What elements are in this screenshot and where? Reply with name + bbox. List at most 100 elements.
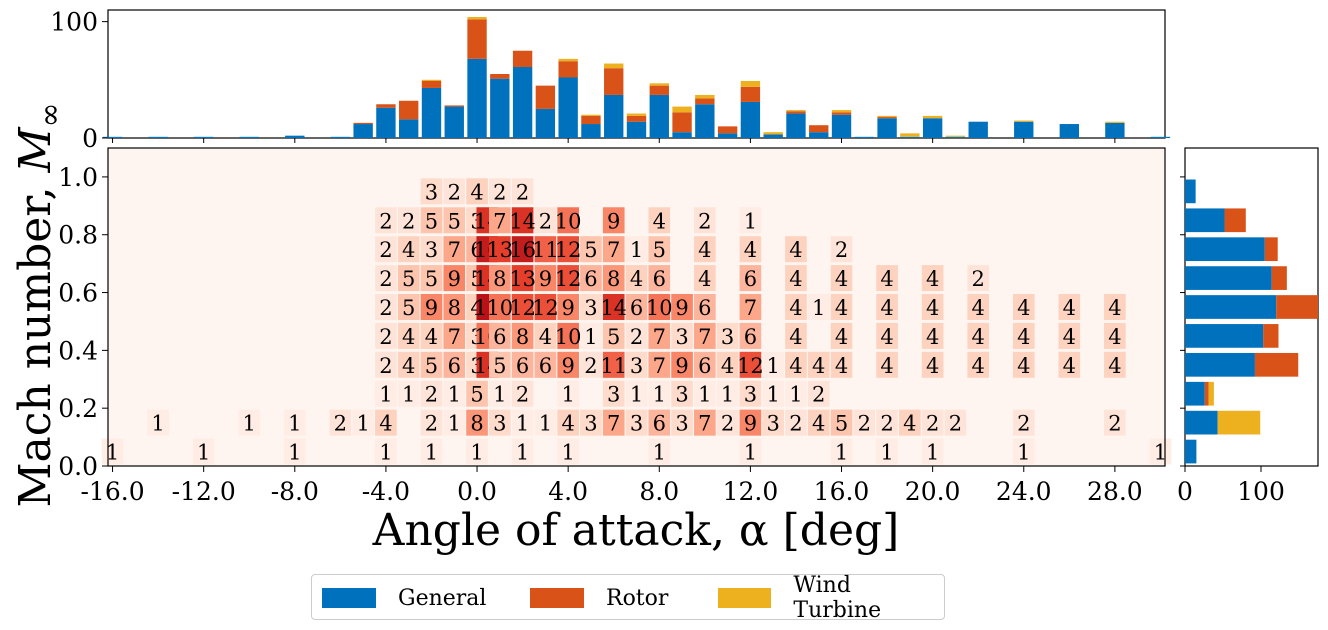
heatmap-cell-label: 6 <box>653 267 666 291</box>
heatmap-cell <box>899 409 921 436</box>
heatmap-cell <box>921 351 944 378</box>
heatmap-cell <box>785 380 807 407</box>
heatmap-cell <box>1012 293 1035 321</box>
top-bar-wind-turbine <box>604 63 624 69</box>
heatmap-cell <box>511 438 534 465</box>
right-histogram: 0 100 <box>1177 147 1319 506</box>
heatmap-cell-label: 4 <box>1017 325 1030 349</box>
heatmap-cell-label: 6 <box>698 354 711 378</box>
heatmap-cell <box>648 322 671 349</box>
heatmap-cell-label: 9 <box>561 296 574 320</box>
heatmap-plot: 1 1 1 1 1 1 1 1 1 1 1 1 1 1 11 1 1 2 1 4 2 1 8 3 1 1 4 3 7 3 6 3 7 2 9 3 2 4 5… <box>58 147 1172 506</box>
heatmap-cell <box>420 380 443 407</box>
top-y-tick-label: 0 <box>82 124 98 153</box>
heatmap-cell <box>397 236 420 263</box>
heatmap-cell-label: 9 <box>744 412 757 436</box>
top-bar-general <box>421 87 442 138</box>
x-tick-label: 16.0 <box>814 477 870 506</box>
heatmap-cell <box>420 265 443 292</box>
legend-label-rotor: Rotor <box>606 585 669 611</box>
heatmap-cell-label: 5 <box>425 354 438 378</box>
heatmap-cell <box>397 322 420 349</box>
heatmap-cell <box>375 265 397 292</box>
heatmap-cell-label: 1 <box>766 354 779 378</box>
heatmap-cell-label: 7 <box>607 412 620 436</box>
heatmap-cell <box>921 409 944 436</box>
heatmap-cell-label: 6 <box>698 296 711 320</box>
y-axis-label-text: Mach number, <box>10 173 61 508</box>
heatmap-cell-label: 2 <box>539 209 552 233</box>
heatmap-cell-label: 1 <box>516 412 529 436</box>
top-bar-general <box>1014 121 1034 138</box>
heatmap-cell <box>830 438 853 465</box>
top-bar-wind-turbine <box>1014 120 1034 122</box>
heatmap-cell-label: 6 <box>493 325 506 349</box>
heatmap-cell <box>807 380 830 407</box>
right-bar-rotor <box>1204 381 1209 406</box>
heatmap-cell <box>534 351 557 378</box>
heatmap-cell <box>443 380 466 407</box>
heatmap-cell-label: 9 <box>425 296 438 320</box>
heatmap-cell <box>397 265 420 292</box>
heatmap-cell <box>557 236 579 263</box>
heatmap-cell <box>739 409 762 436</box>
top-bar-wind-turbine <box>786 110 806 112</box>
heatmap-cell <box>511 207 534 234</box>
heatmap-cell-label: 4 <box>835 296 848 320</box>
right-bar-general <box>1185 237 1265 262</box>
y-axis-label-subscript: ∞ <box>33 102 68 127</box>
y-tick-label: 0.2 <box>58 394 98 423</box>
top-bar-general <box>945 136 966 138</box>
legend-item-wind-turbine: Wind Turbine <box>718 573 944 623</box>
top-bar-general <box>968 121 988 138</box>
top-bar-wind-turbine <box>900 133 920 137</box>
heatmap-cell-label: 1 <box>744 441 757 465</box>
heatmap-cell <box>420 236 443 263</box>
right-bar-general <box>1185 410 1218 435</box>
heatmap-cell-label: 4 <box>880 296 893 320</box>
heatmap-cell-label: 3 <box>425 180 438 204</box>
heatmap-cell <box>830 322 853 349</box>
heatmap-cell <box>1012 322 1035 349</box>
heatmap-cell-label: 1 <box>379 441 392 465</box>
heatmap-cell <box>488 351 511 378</box>
heatmap-cell-label: 2 <box>1108 412 1121 436</box>
legend-swatch-general <box>322 588 376 608</box>
y-axis-label: Mach number, M∞ <box>10 102 68 507</box>
x-tick-label: 12.0 <box>723 477 779 506</box>
right-bar-rotor <box>1254 352 1299 377</box>
heatmap-cell-label: 2 <box>721 412 734 436</box>
x-axis-label: Angle of attack, α [deg] <box>372 505 900 556</box>
heatmap-cell-label: 2 <box>379 296 392 320</box>
top-bar-general <box>786 113 806 138</box>
top-bar-rotor <box>695 98 715 105</box>
heatmap-cell-label: 2 <box>1017 412 1030 436</box>
heatmap-cell <box>580 351 602 378</box>
heatmap-cell <box>625 351 648 378</box>
top-bar-general <box>877 118 897 138</box>
top-bar-general <box>102 136 123 138</box>
y-tick-label: 1.0 <box>58 163 98 192</box>
heatmap-cell-label: 4 <box>698 267 711 291</box>
top-bar-wind-turbine <box>558 58 578 62</box>
heatmap-cell-label: 1 <box>379 383 392 407</box>
top-bar-general <box>672 132 692 138</box>
heatmap-cell <box>534 293 557 321</box>
heatmap-cell-label: 9 <box>448 267 461 291</box>
top-bar-general <box>763 134 783 138</box>
heatmap-cell <box>853 409 876 436</box>
heatmap-cell <box>511 236 534 263</box>
heatmap-cell-label: 8 <box>607 267 620 291</box>
heatmap-cell-label: 1 <box>425 441 438 465</box>
heatmap-cell <box>420 438 443 465</box>
top-bar-general <box>1150 136 1171 138</box>
heatmap-cell <box>420 322 443 349</box>
top-bar-rotor <box>717 126 738 134</box>
heatmap-cell <box>557 265 579 292</box>
right-bar-general <box>1185 439 1197 464</box>
heatmap-cell-label: 2 <box>334 412 347 436</box>
heatmap-cell <box>716 351 739 378</box>
heatmap-cell <box>192 438 215 465</box>
heatmap-cell-label: 10 <box>486 296 513 320</box>
heatmap-cell <box>785 293 807 321</box>
